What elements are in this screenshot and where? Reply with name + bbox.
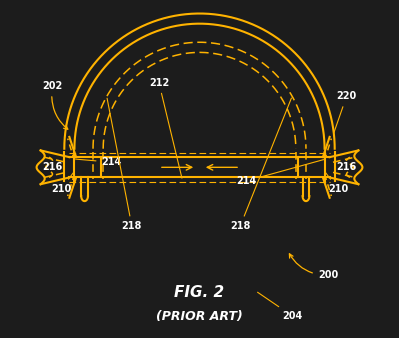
Text: 216: 216 (335, 159, 357, 172)
Text: 204: 204 (258, 292, 302, 321)
Text: 214: 214 (237, 160, 324, 186)
Text: 210: 210 (51, 171, 75, 194)
Text: 202: 202 (42, 81, 68, 129)
Text: 220: 220 (334, 91, 357, 132)
Text: 218: 218 (107, 98, 142, 232)
Text: (PRIOR ART): (PRIOR ART) (156, 310, 243, 322)
Text: FIG. 2: FIG. 2 (174, 285, 225, 300)
Text: 210: 210 (324, 171, 348, 194)
Text: 218: 218 (230, 98, 291, 232)
Text: 200: 200 (289, 254, 338, 281)
Text: 212: 212 (149, 78, 182, 178)
Text: 214: 214 (75, 157, 122, 167)
Text: 216: 216 (42, 159, 64, 172)
